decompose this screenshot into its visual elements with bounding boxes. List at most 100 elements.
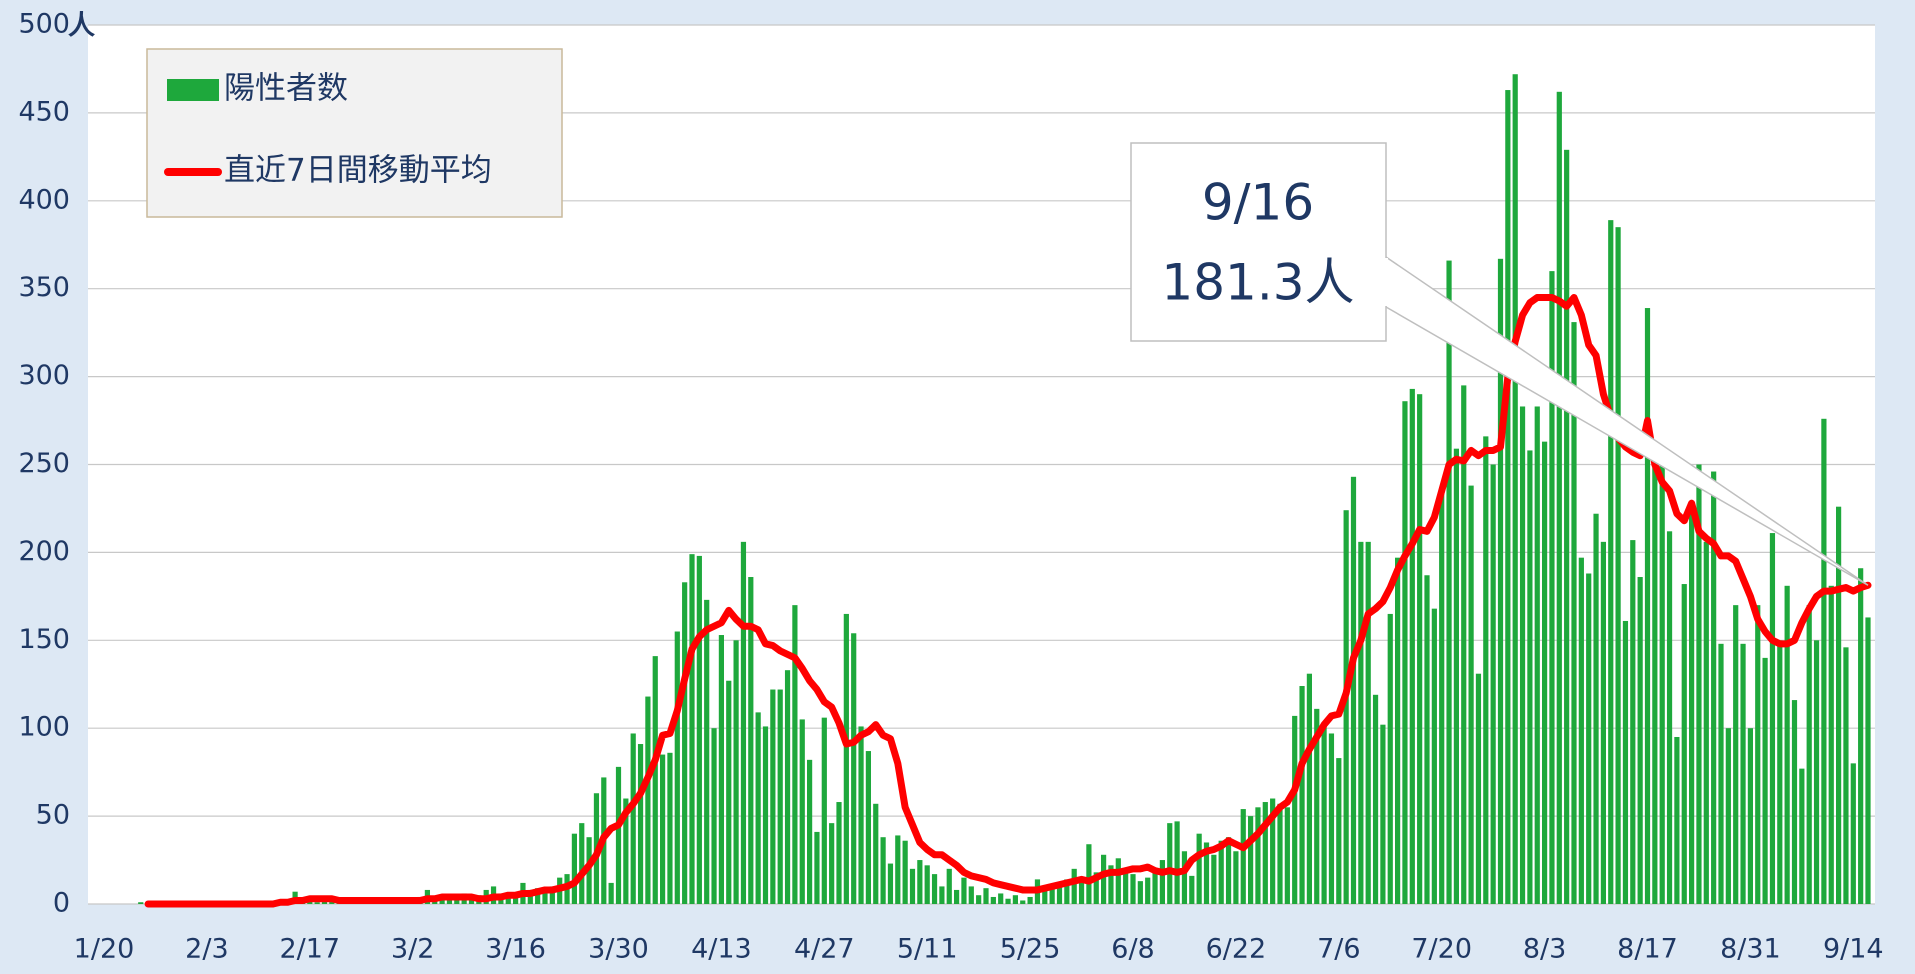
bar (895, 835, 901, 904)
bar (1292, 715, 1298, 904)
bar (961, 877, 967, 904)
bar (858, 726, 864, 904)
bar (1181, 851, 1188, 904)
y-tick-label: 100 (18, 712, 70, 743)
bar (1167, 823, 1173, 904)
bar (829, 823, 835, 904)
bar (777, 689, 783, 904)
x-tick-label: 8/3 (1523, 934, 1566, 965)
bar (1409, 388, 1415, 904)
bar (1101, 854, 1107, 904)
bar (1828, 585, 1834, 904)
y-tick-label: 200 (18, 536, 70, 567)
bar (1350, 476, 1357, 904)
bar (1556, 91, 1562, 904)
bar (1042, 889, 1048, 904)
bar (1586, 573, 1592, 904)
bar (1784, 585, 1790, 904)
bar (1622, 620, 1629, 904)
moving-average-line (144, 293, 1872, 908)
callout-date: 9/16 (1202, 174, 1314, 232)
bar (1196, 833, 1202, 904)
bar (843, 613, 849, 904)
bar (1858, 568, 1864, 904)
bar (1799, 768, 1805, 904)
bar (887, 863, 894, 904)
bar (1424, 575, 1430, 904)
bar (645, 696, 651, 904)
bar (1299, 686, 1305, 904)
bar (998, 893, 1004, 904)
bar (784, 670, 791, 904)
bar (968, 886, 974, 904)
bar (909, 868, 916, 904)
x-tick-label: 5/25 (1000, 934, 1061, 965)
bar (1791, 700, 1798, 904)
x-tick-label: 5/11 (897, 934, 958, 965)
bar (1593, 513, 1599, 904)
y-tick-label: 150 (18, 624, 70, 655)
bar (1836, 506, 1842, 904)
bar (799, 719, 805, 904)
bar (1578, 557, 1584, 904)
legend-label: 直近7日間移動平均 (224, 153, 492, 189)
bar (667, 752, 673, 904)
bar (762, 726, 769, 904)
callout-value: 181.3人 (1161, 254, 1354, 312)
bar (1527, 450, 1533, 904)
bar (1328, 733, 1335, 904)
bar (1071, 868, 1077, 904)
bar (1703, 541, 1709, 904)
bar (1659, 455, 1665, 904)
bar (821, 717, 827, 904)
bar (976, 895, 982, 904)
bar (1564, 149, 1570, 904)
bar (792, 605, 798, 904)
y-tick-label: 350 (18, 272, 70, 303)
bar (1777, 640, 1783, 904)
bar (1049, 886, 1055, 904)
x-tick-label: 2/17 (279, 934, 340, 965)
y-tick-label: 500 (18, 9, 70, 40)
bar (689, 554, 695, 904)
bar (1644, 308, 1651, 905)
bar (748, 577, 754, 904)
bar (1519, 406, 1526, 904)
bar (1821, 418, 1827, 904)
bar (1189, 875, 1195, 904)
bar (924, 865, 930, 904)
bar (873, 803, 879, 904)
bar (1681, 584, 1687, 904)
bar (1270, 798, 1276, 904)
x-tick-label: 6/8 (1111, 934, 1154, 965)
bar (1145, 877, 1151, 904)
bar (1225, 837, 1232, 904)
bar (1813, 640, 1820, 904)
bar (513, 895, 519, 904)
bar (1571, 322, 1577, 904)
bar (1725, 728, 1731, 904)
bar (1483, 436, 1489, 904)
bar (1534, 406, 1540, 904)
bar (1321, 724, 1327, 904)
bar (704, 599, 710, 904)
bar (1733, 605, 1739, 904)
callout-box (1130, 142, 1387, 342)
bar (1365, 541, 1371, 904)
bar (1755, 605, 1761, 904)
bar (1608, 220, 1614, 904)
bar (1284, 807, 1290, 904)
bar (1152, 868, 1158, 904)
bar (571, 833, 577, 904)
bar (1078, 882, 1085, 904)
bar (770, 689, 776, 904)
bar (1277, 803, 1283, 904)
bar (1417, 394, 1423, 904)
x-tick-label: 4/13 (691, 934, 752, 965)
bar (1439, 487, 1445, 904)
bar (917, 860, 923, 904)
bar (1637, 577, 1643, 904)
bar (983, 888, 989, 904)
y-tick-label: 300 (18, 360, 70, 391)
